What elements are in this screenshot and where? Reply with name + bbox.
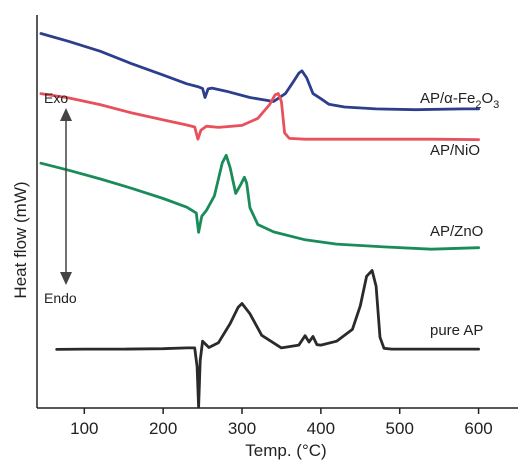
x-tick-label: 200 — [149, 419, 177, 438]
x-ticks — [83, 408, 480, 414]
series-label-pure-ap: pure AP — [430, 322, 483, 339]
series-line-3 — [55, 269, 480, 409]
x-tick-labels: 100 200 300 400 500 600 — [70, 419, 493, 438]
series-label-nio: AP/NiO — [430, 142, 480, 159]
series-line-1 — [39, 92, 480, 141]
x-tick-label: 100 — [70, 419, 98, 438]
endo-label: Endo — [44, 290, 77, 306]
x-tick-label: 600 — [464, 419, 492, 438]
y-axis-label: Heat flow (mW) — [11, 181, 30, 298]
x-tick-label: 500 — [386, 419, 414, 438]
series-lines — [39, 32, 480, 409]
series-label-fe2o3: AP/α-Fe2O3 — [420, 90, 499, 111]
x-axis-label: Temp. (°C) — [245, 441, 326, 460]
x-tick-label: 400 — [307, 419, 335, 438]
series-line-2 — [39, 153, 480, 251]
exo-endo-arrow — [60, 108, 72, 285]
series-line-0 — [39, 32, 480, 112]
x-tick-label: 300 — [228, 419, 256, 438]
series-label-zno: AP/ZnO — [430, 223, 483, 240]
exo-label: Exo — [44, 90, 68, 106]
